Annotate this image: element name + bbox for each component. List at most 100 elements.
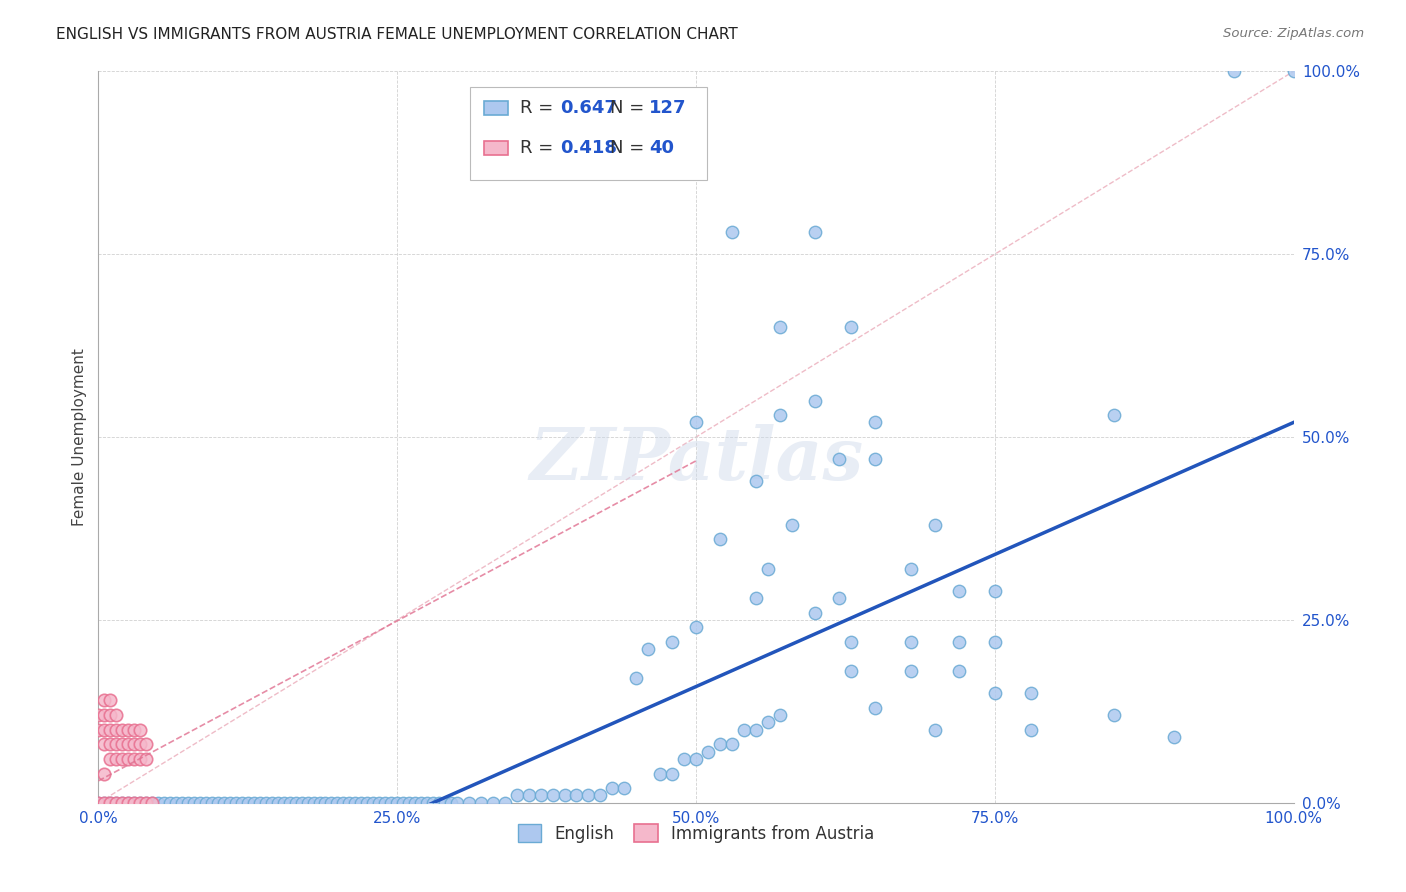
- Text: N =: N =: [610, 99, 650, 117]
- Point: [105, 708, 128, 723]
- Point: [188, 796, 211, 810]
- Point: [804, 606, 827, 620]
- Point: [1104, 408, 1126, 422]
- Point: [589, 789, 612, 803]
- Point: [273, 796, 295, 810]
- Point: [900, 562, 922, 576]
- Point: [554, 789, 576, 803]
- Point: [231, 796, 253, 810]
- Text: ZIPatlas: ZIPatlas: [529, 424, 863, 494]
- Point: [98, 723, 122, 737]
- Point: [135, 752, 157, 766]
- Point: [900, 635, 922, 649]
- Point: [661, 635, 683, 649]
- Point: [416, 796, 439, 810]
- Point: [350, 796, 373, 810]
- Point: [105, 752, 128, 766]
- Point: [756, 562, 779, 576]
- Point: [745, 723, 768, 737]
- Point: [236, 796, 259, 810]
- Point: [661, 766, 683, 780]
- Point: [87, 796, 110, 810]
- Point: [1104, 708, 1126, 723]
- Point: [721, 225, 744, 239]
- Point: [602, 781, 624, 796]
- Y-axis label: Female Unemployment: Female Unemployment: [72, 348, 87, 526]
- Point: [745, 591, 768, 605]
- Point: [117, 796, 139, 810]
- Point: [578, 789, 600, 803]
- Point: [517, 789, 540, 803]
- Point: [117, 723, 139, 737]
- Point: [284, 796, 307, 810]
- Point: [124, 723, 146, 737]
- Point: [530, 789, 553, 803]
- Point: [129, 796, 152, 810]
- Text: ENGLISH VS IMMIGRANTS FROM AUSTRIA FEMALE UNEMPLOYMENT CORRELATION CHART: ENGLISH VS IMMIGRANTS FROM AUSTRIA FEMAL…: [56, 27, 738, 42]
- Text: 127: 127: [650, 99, 688, 117]
- Point: [212, 796, 235, 810]
- Point: [177, 796, 200, 810]
- Point: [260, 796, 283, 810]
- Point: [117, 737, 139, 751]
- Point: [446, 796, 468, 810]
- Point: [541, 789, 564, 803]
- Point: [111, 737, 134, 751]
- Point: [302, 796, 325, 810]
- Point: [297, 796, 319, 810]
- Point: [201, 796, 224, 810]
- Point: [111, 796, 134, 810]
- Point: [756, 715, 779, 730]
- Point: [93, 737, 115, 751]
- Point: [924, 723, 946, 737]
- Point: [98, 708, 122, 723]
- Point: [93, 723, 115, 737]
- Point: [219, 796, 242, 810]
- Point: [195, 796, 218, 810]
- Point: [948, 664, 970, 678]
- Point: [249, 796, 271, 810]
- Point: [159, 796, 181, 810]
- Point: [111, 723, 134, 737]
- Point: [697, 745, 720, 759]
- Point: [470, 796, 492, 810]
- Point: [865, 700, 887, 714]
- Point: [124, 752, 146, 766]
- Point: [363, 796, 385, 810]
- Point: [117, 796, 139, 810]
- Point: [626, 672, 648, 686]
- Point: [984, 686, 1007, 700]
- Point: [93, 708, 115, 723]
- Point: [183, 796, 205, 810]
- Point: [721, 737, 744, 751]
- Point: [440, 796, 463, 810]
- Point: [129, 752, 152, 766]
- Point: [129, 796, 152, 810]
- Text: N =: N =: [610, 139, 650, 157]
- Point: [427, 796, 450, 810]
- Point: [404, 796, 426, 810]
- Point: [948, 583, 970, 598]
- Point: [254, 796, 277, 810]
- Point: [129, 723, 152, 737]
- Point: [900, 664, 922, 678]
- Point: [332, 796, 354, 810]
- Point: [380, 796, 402, 810]
- Point: [111, 752, 134, 766]
- Point: [172, 796, 194, 810]
- Point: [709, 737, 731, 751]
- Point: [1223, 64, 1246, 78]
- Point: [685, 416, 707, 430]
- Point: [841, 635, 863, 649]
- Point: [148, 796, 170, 810]
- Point: [1163, 730, 1185, 744]
- Point: [637, 642, 659, 657]
- Point: [105, 796, 128, 810]
- Point: [411, 796, 433, 810]
- Point: [458, 796, 481, 810]
- Point: [326, 796, 349, 810]
- Point: [93, 766, 115, 780]
- Point: [356, 796, 378, 810]
- Point: [87, 708, 110, 723]
- Point: [984, 583, 1007, 598]
